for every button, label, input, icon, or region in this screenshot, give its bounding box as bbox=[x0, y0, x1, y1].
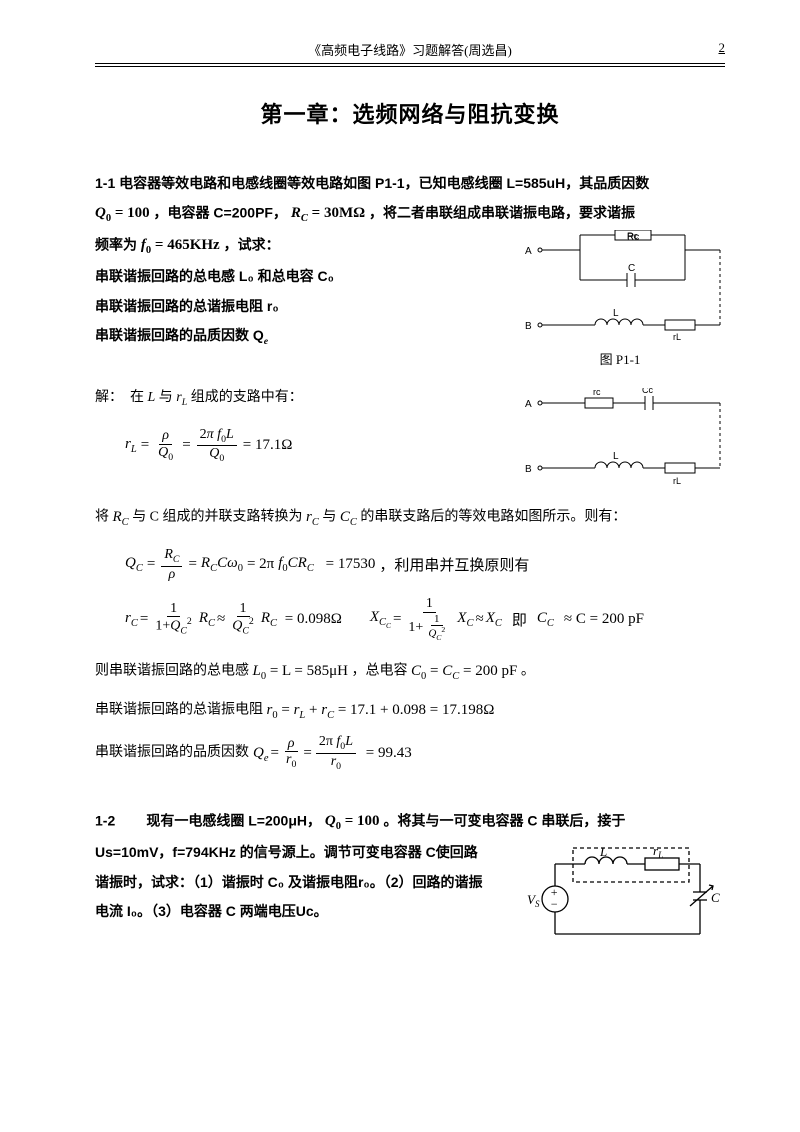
problem-1-2: 1-2 现有一电感线圈 L=200μH， Q0 = 100 。将其与一可变电容器… bbox=[95, 806, 725, 960]
solution-line-2: 将 RC 与 C 组成的并联支路转换为 rC 与 CC 的串联支路后的等效电路如… bbox=[95, 502, 725, 533]
equation-rL: rL = ρQ0 = 2π f0LQ0 = 17.1Ω bbox=[125, 427, 501, 465]
page-number: 2 bbox=[719, 40, 726, 56]
svg-text:C: C bbox=[628, 263, 635, 274]
svg-text:rL: rL bbox=[673, 332, 681, 342]
svg-text:B: B bbox=[525, 464, 532, 475]
svg-text:rL: rL bbox=[653, 844, 663, 860]
svg-text:B: B bbox=[525, 321, 532, 332]
figure-p1-1: A Rc Rc C bbox=[515, 230, 725, 368]
p1-1-intro-line1: 1-1 电容器等效电路和电感线圈等效电路如图 P1-1，已知电感线圈 L=585… bbox=[95, 169, 725, 198]
svg-text:rc: rc bbox=[593, 388, 601, 397]
solution-line-4: 串联谐振回路的总谐振电阻 r0 = rL + rC = 17.1 + 0.098… bbox=[95, 695, 725, 726]
svg-text:A: A bbox=[525, 246, 532, 257]
svg-text:rL: rL bbox=[673, 476, 681, 486]
problem-1-1: 1-1 电容器等效电路和电感线圈等效电路如图 P1-1，已知电感线圈 L=585… bbox=[95, 169, 725, 374]
circuit-diagram-1: A Rc Rc C bbox=[515, 230, 725, 345]
header-rule-2 bbox=[95, 66, 725, 67]
p1-2-intro-line2: Us=10mV，f=794KHz 的信号源上。调节可变电容器 C使回路谐振时，试… bbox=[95, 838, 485, 926]
svg-text:C: C bbox=[711, 890, 720, 905]
equation-rc-xc: rC = 11+QC2 RC ≈ 1QC2 RC = 0.098Ω XCC = … bbox=[125, 596, 725, 642]
page-header: 《高频电子线路》习题解答(周选昌) 2 bbox=[95, 40, 725, 64]
svg-text:−: − bbox=[550, 897, 558, 911]
solution-line-5: 串联谐振回路的品质因数 Qe = ρr0 = 2π f0Lr0 = 99.43 bbox=[95, 734, 725, 772]
figure-equivalent: A rc Cc B L rL bbox=[515, 388, 725, 488]
svg-text:A: A bbox=[525, 399, 532, 410]
svg-text:Cc: Cc bbox=[642, 388, 653, 395]
circuit-diagram-2: A rc Cc B L rL bbox=[515, 388, 725, 488]
solution-line-3: 则串联谐振回路的总电感 L0 = L = 585μH ，总电容 C0 = CC … bbox=[95, 656, 725, 687]
equation-Qc: QC = RCρ = RCCω0 = 2πf0CRC = 17530 ，利用串并… bbox=[125, 547, 725, 582]
header-text: 《高频电子线路》习题解答(周选昌) bbox=[308, 43, 512, 58]
svg-text:L: L bbox=[599, 844, 607, 859]
chapter-title: 第一章：选频网络与阻抗变换 bbox=[95, 97, 725, 129]
p1-1-intro-line2: Q0 = 100 ，电容器 C=200PF， RC = 30MΩ ，将二者串联组… bbox=[95, 198, 725, 230]
svg-text:Rc: Rc bbox=[627, 231, 638, 241]
p1-2-intro-line1: 1-2 现有一电感线圈 L=200μH， Q0 = 100 。将其与一可变电容器… bbox=[95, 806, 725, 838]
svg-text:L: L bbox=[613, 308, 619, 319]
figure-p1-1-caption: 图 P1-1 bbox=[515, 349, 725, 368]
svg-text:L: L bbox=[613, 451, 619, 462]
circuit-diagram-3: L rL C bbox=[525, 844, 725, 954]
figure-p1-2: L rL C bbox=[525, 844, 725, 954]
svg-text:VS: VS bbox=[527, 892, 540, 909]
